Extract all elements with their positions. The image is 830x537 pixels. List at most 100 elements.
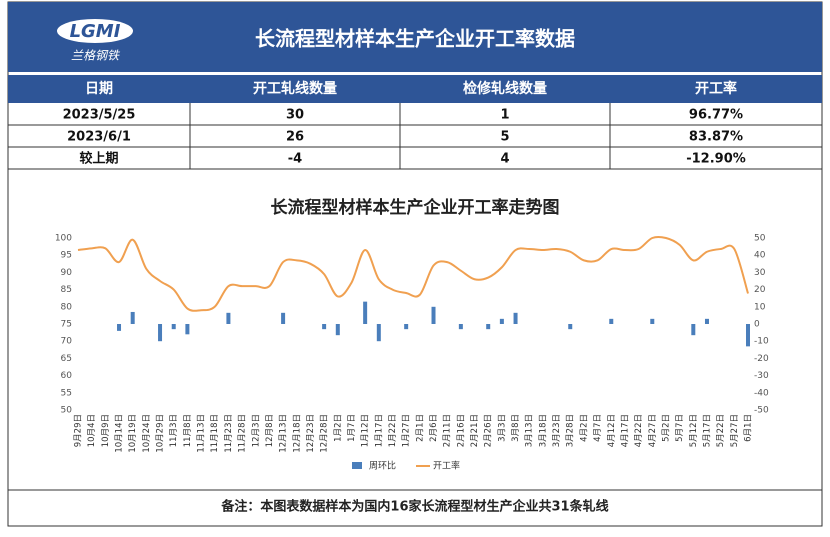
x-tick-label: 2月6日 [429,414,439,442]
x-tick-label: 1月2日 [333,414,343,442]
y-tick-label: 100 [55,234,72,244]
x-tick-label: 12月8日 [265,414,275,447]
x-tick-label: 12月28日 [320,414,330,453]
x-tick-label: 12月23日 [306,414,316,453]
bar [704,318,709,324]
legend-swatch [352,462,362,469]
bar [158,324,163,342]
x-tick-label: 3月3日 [497,414,507,442]
x-tick-label: 4月22日 [634,414,644,447]
cell: 30 [286,108,304,123]
chart-title: 长流程型材样本生产企业开工率走势图 [271,197,560,218]
legend-label: 开工率 [433,460,460,472]
x-tick-label: 1月17日 [374,414,384,447]
x-tick-label: 3月13日 [525,414,535,447]
bar [486,324,491,330]
bar [130,311,135,324]
bar [322,324,327,330]
y-tick-label: 90 [61,268,73,278]
bar [568,324,573,330]
x-tick-label: 5月7日 [675,414,685,442]
bar [335,324,340,336]
cell: 5 [500,130,509,145]
bar [363,301,368,324]
y-tick-label: 50 [61,406,73,416]
bar [226,312,231,324]
x-tick-label: 10月29日 [156,414,166,453]
x-tick-label: 11月18日 [210,414,220,453]
cell: -4 [288,152,302,167]
bar [650,318,655,324]
x-tick-label: 12月13日 [279,414,289,453]
x-tick-label: 3月18日 [538,414,548,447]
x-tick-label: 3月28日 [566,414,576,447]
cell: 83.87% [689,130,743,145]
x-tick-label: 4月12日 [607,414,617,447]
x-tick-label: 5月17日 [702,414,712,447]
bar [376,324,381,342]
x-tick-label: 4月2日 [579,414,589,442]
x-tick-label: 1月12日 [361,414,371,447]
y2-tick-label: -20 [754,354,769,364]
x-tick-label: 1月22日 [388,414,398,447]
column-header: 开工率 [695,80,737,97]
bar [499,318,504,324]
x-tick-label: 5月22日 [716,414,726,447]
x-tick-label: 2月21日 [470,414,480,447]
x-tick-label: 11月3日 [169,414,179,447]
x-tick-label: 12月18日 [292,414,302,453]
y2-tick-label: 40 [754,251,766,261]
legend-label: 周环比 [369,460,396,472]
header-band [8,2,822,72]
x-tick-label: 5月27日 [730,414,740,447]
x-tick-label: 3月23日 [552,414,562,447]
cell: 96.77% [689,108,743,123]
y2-tick-label: -30 [754,371,769,381]
bar [609,318,614,324]
cell: 2023/5/25 [63,108,136,123]
cell: 2023/6/1 [67,130,131,145]
y-tick-label: 85 [61,285,72,295]
x-tick-label: 4月27日 [648,414,658,447]
logo: LGMI [70,21,121,42]
y2-tick-label: 50 [754,234,766,244]
bar [171,324,176,330]
x-tick-label: 3月8日 [511,414,521,442]
cell: 较上期 [79,151,118,167]
bar [404,324,409,330]
bar [185,324,190,335]
line [77,235,749,312]
y-tick-label: 70 [61,337,73,347]
table: 日期 开工轧线数量 检修轧线数量 开工率 2023/5/25 30 1 96.77% 2023/… [8,75,822,170]
note: 备注：本图表数据样本为国内16家长流程型材生产企业共31条轧线 [220,499,608,515]
x-tick-label: 10月9日 [101,414,111,447]
bar [458,324,463,330]
chart: 50 55 60 65 70 75 80 85 90 95 100 -50 -40 -30 -20 -10 0 1… [55,234,769,472]
y2-tick-label: -10 [754,337,769,347]
bar [431,306,436,324]
x-tick-label: 2月11日 [443,414,453,447]
x-tick-label: 10月14日 [115,414,125,453]
bar [513,312,518,324]
x-tick-label: 2月1日 [415,414,425,442]
y-tick-label: 75 [61,320,72,330]
y2-tick-label: 0 [754,320,760,330]
logo-sub: 兰格钢铁 [71,49,121,63]
x-tick-label: 5月12日 [689,414,699,447]
x-tick-label: 2月26日 [484,414,494,447]
x-tick-label: 2月16日 [456,414,466,447]
x-tick-label: 4月7日 [593,414,603,442]
x-tick-label: 11月8日 [183,414,193,447]
x-tick-label: 9月29日 [74,414,84,447]
x-tick-label: 11月23日 [224,414,234,453]
cell: 4 [500,152,509,167]
x-tick-label: 1月27日 [402,414,412,447]
header-title: 长流程型材样本生产企业开工率数据 [255,27,575,51]
y-tick-label: 80 [61,302,73,312]
x-tick-label: 12月3日 [251,414,261,447]
y2-tick-label: -40 [754,388,769,398]
table-header-bg [8,75,822,103]
column-header: 检修轧线数量 [463,80,547,97]
x-tick-label: 10月4日 [87,414,97,447]
column-header: 开工轧线数量 [253,80,337,97]
